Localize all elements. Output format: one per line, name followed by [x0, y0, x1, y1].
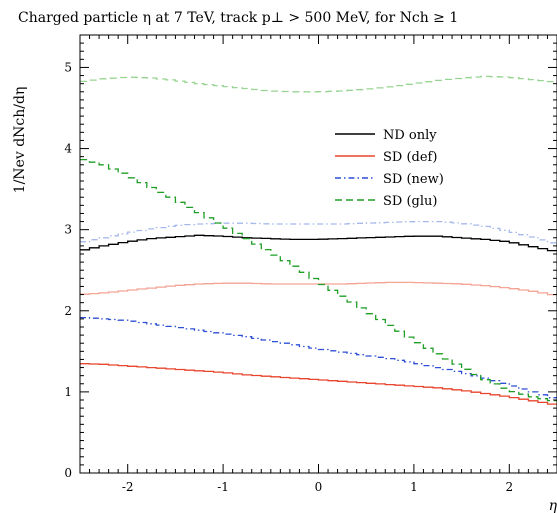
plot-series-group — [80, 75, 557, 405]
x-axis-label: η — [549, 498, 557, 513]
series-line-variant-5 — [80, 220, 557, 244]
legend-label: SD (def) — [383, 150, 437, 165]
legend-label: SD (glu) — [383, 194, 437, 209]
x-tick-label: -2 — [122, 480, 134, 494]
x-tick-label: 0 — [315, 480, 323, 494]
chart-title: Charged particle η at 7 TeV, track p⊥ > … — [18, 10, 458, 26]
series-line-nd-only — [80, 234, 557, 252]
y-tick-label: 4 — [64, 142, 72, 156]
y-tick-label: 2 — [64, 304, 72, 318]
plot-frame — [79, 34, 557, 474]
y-tick-label: 0 — [64, 466, 72, 480]
x-tick-label: -1 — [217, 480, 229, 494]
series-line-sd-glu — [80, 158, 557, 402]
series-line-variant-6 — [80, 75, 557, 93]
x-tick-label: 1 — [410, 480, 418, 494]
y-tick-label: 3 — [64, 223, 72, 237]
legend-label: ND only — [383, 128, 437, 143]
legend: ND only SD (def) SD (new) SD (glu) — [335, 128, 444, 209]
y-axis-label: 1/Nev dNch/dη — [12, 87, 28, 194]
x-tick-label: 2 — [505, 480, 513, 494]
y-tick-label: 1 — [64, 385, 72, 399]
y-tick-label: 5 — [64, 60, 72, 74]
plot-ticks-group: -2 -1 0 1 2 0 1 2 3 4 5 — [64, 34, 557, 494]
series-line-sd-def — [80, 363, 557, 405]
series-line-sd-new — [80, 316, 557, 399]
legend-label: SD (new) — [383, 172, 444, 187]
series-line-variant-4 — [80, 281, 557, 296]
